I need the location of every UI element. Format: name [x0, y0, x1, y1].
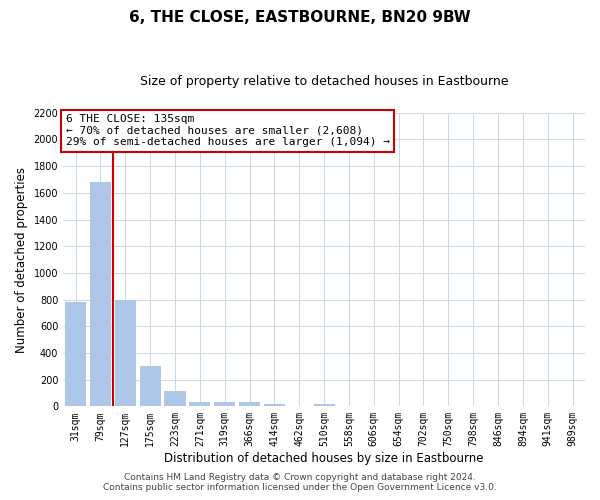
Bar	[164, 391, 185, 406]
Bar	[214, 402, 235, 406]
Bar	[115, 300, 136, 406]
Text: Contains HM Land Registry data © Crown copyright and database right 2024.
Contai: Contains HM Land Registry data © Crown c…	[103, 473, 497, 492]
Y-axis label: Number of detached properties: Number of detached properties	[15, 166, 28, 352]
Bar	[140, 366, 161, 406]
Bar	[65, 302, 86, 406]
Bar	[264, 404, 285, 406]
Bar	[90, 182, 111, 406]
Text: 6, THE CLOSE, EASTBOURNE, BN20 9BW: 6, THE CLOSE, EASTBOURNE, BN20 9BW	[129, 10, 471, 25]
Bar	[239, 402, 260, 406]
Bar	[314, 404, 335, 406]
Text: 6 THE CLOSE: 135sqm
← 70% of detached houses are smaller (2,608)
29% of semi-det: 6 THE CLOSE: 135sqm ← 70% of detached ho…	[66, 114, 390, 148]
Bar	[189, 402, 211, 406]
X-axis label: Distribution of detached houses by size in Eastbourne: Distribution of detached houses by size …	[164, 452, 484, 465]
Title: Size of property relative to detached houses in Eastbourne: Size of property relative to detached ho…	[140, 75, 508, 88]
